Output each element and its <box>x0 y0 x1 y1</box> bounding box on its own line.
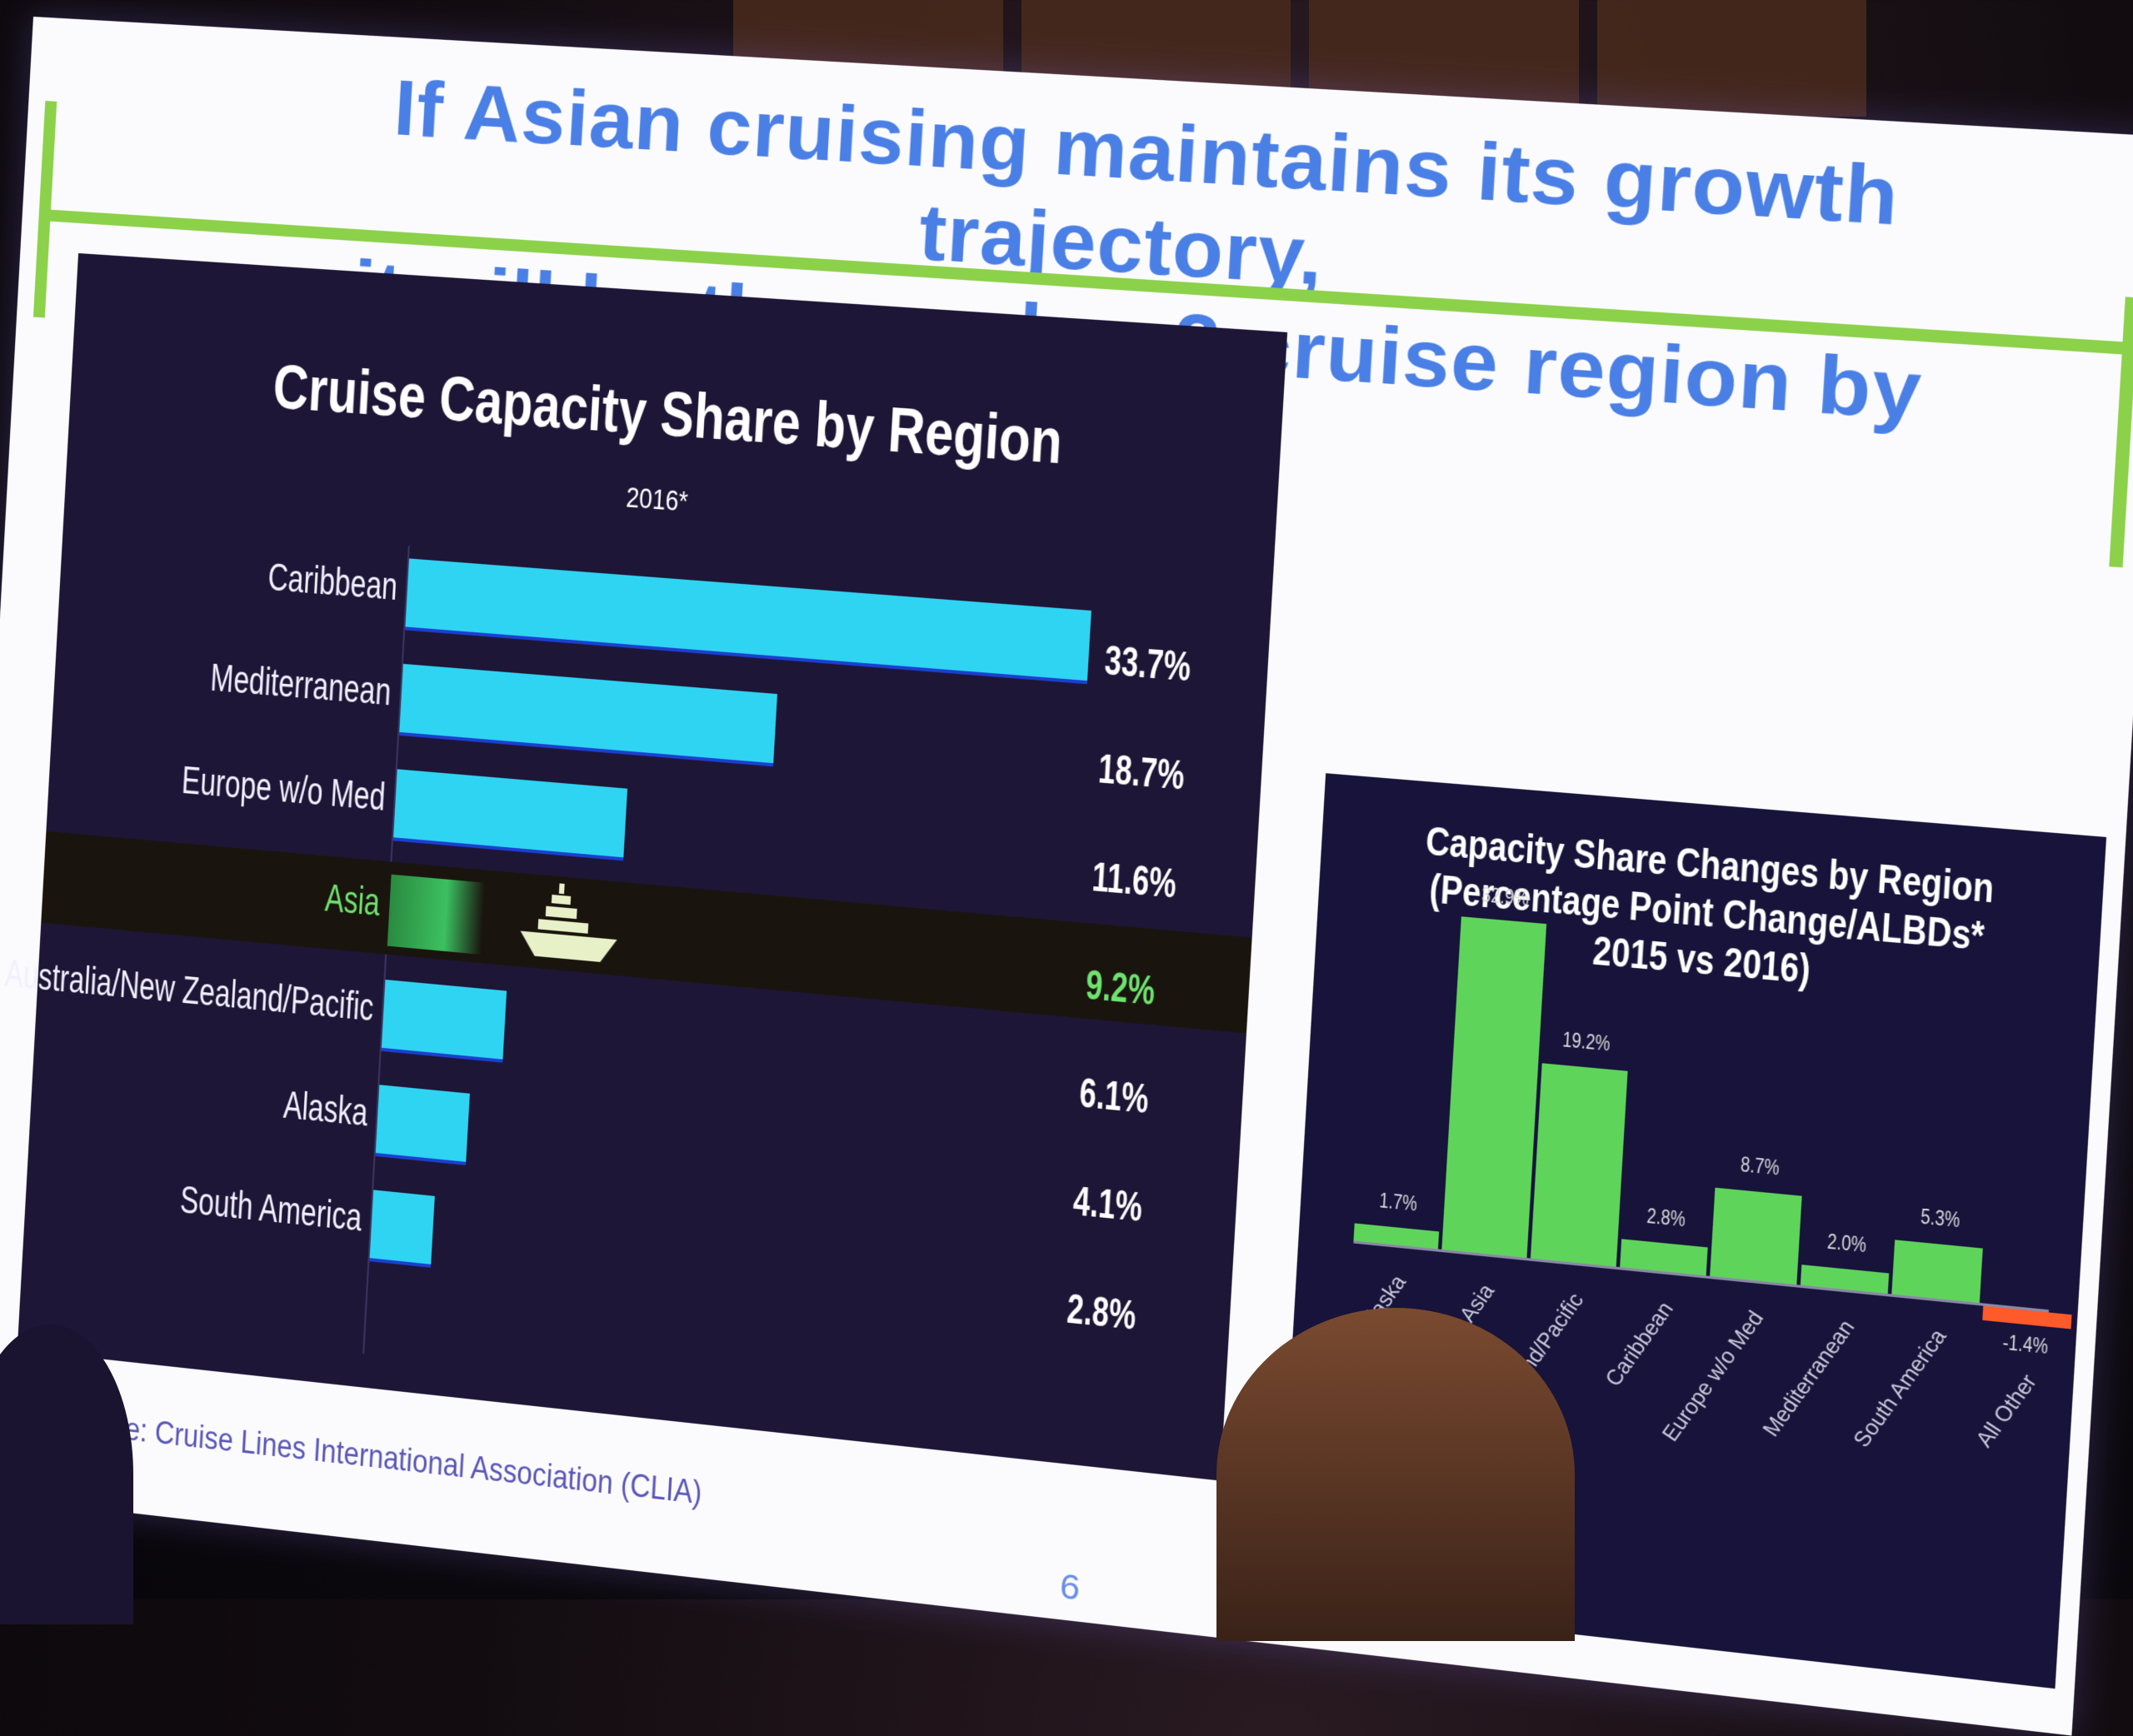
bar <box>399 663 777 767</box>
presentation-slide: If Asian cruising maintains its growth t… <box>0 17 2133 1736</box>
bar-value: 33.7% <box>1103 637 1192 691</box>
bar <box>387 874 486 955</box>
bar-value: 4.1% <box>1071 1178 1144 1231</box>
bar-area: Caribbean 33.7% Mediterranean 18.7% Euro… <box>4 520 1271 1446</box>
column-bar <box>1620 1239 1708 1276</box>
audience-head <box>1216 1308 1575 1641</box>
capacity-share-chart: Cruise Capacity Share by Region 2016* Ca… <box>4 252 1288 1481</box>
bar-value: 2.8% <box>1066 1286 1137 1339</box>
bar-row-highlighted: Asia 9.2% <box>41 831 1252 1034</box>
column-bar <box>1800 1265 1890 1295</box>
bar <box>375 1085 470 1165</box>
column-value: 19.2% <box>1561 1028 1611 1056</box>
green-bracket-right <box>2109 297 2133 568</box>
bar-value: 6.1% <box>1078 1070 1150 1123</box>
column-bar <box>1710 1187 1802 1285</box>
column-value: 2.0% <box>1826 1230 1867 1258</box>
column-value: 8.7% <box>1740 1152 1781 1180</box>
audience-head <box>0 1324 133 1624</box>
bar-label: Alaska <box>282 1082 369 1135</box>
bar-value: 9.2% <box>1084 962 1156 1015</box>
bar <box>381 979 507 1063</box>
column-bar <box>1353 1223 1440 1250</box>
bar-label: Asia <box>323 875 381 925</box>
bar <box>369 1190 435 1268</box>
column-bar <box>1441 916 1547 1259</box>
bar-label: Europe w/o Med <box>180 757 387 819</box>
bar-value: 18.7% <box>1096 746 1186 800</box>
column-bar <box>1530 1063 1628 1267</box>
bar-label: Caribbean <box>267 554 399 609</box>
bar-label: Mediterranean <box>209 655 393 714</box>
bar <box>392 769 628 861</box>
column-bar <box>1891 1240 1983 1304</box>
column-value: 2.8% <box>1646 1204 1686 1232</box>
column-value: 5.3% <box>1920 1205 1961 1233</box>
cruise-ship-icon <box>519 883 617 964</box>
audience-silhouettes <box>0 1308 2133 1641</box>
bar-label: South America <box>178 1177 363 1240</box>
bar-value: 11.6% <box>1091 854 1178 908</box>
background-wood-panels <box>733 0 1866 117</box>
bar-label: Australia/New Zealand/Pacific <box>3 950 375 1030</box>
column-bar <box>1982 1305 2072 1329</box>
column-value: 1.7% <box>1378 1189 1418 1216</box>
